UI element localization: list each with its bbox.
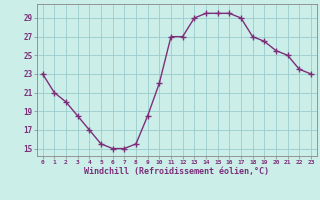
X-axis label: Windchill (Refroidissement éolien,°C): Windchill (Refroidissement éolien,°C) bbox=[84, 167, 269, 176]
